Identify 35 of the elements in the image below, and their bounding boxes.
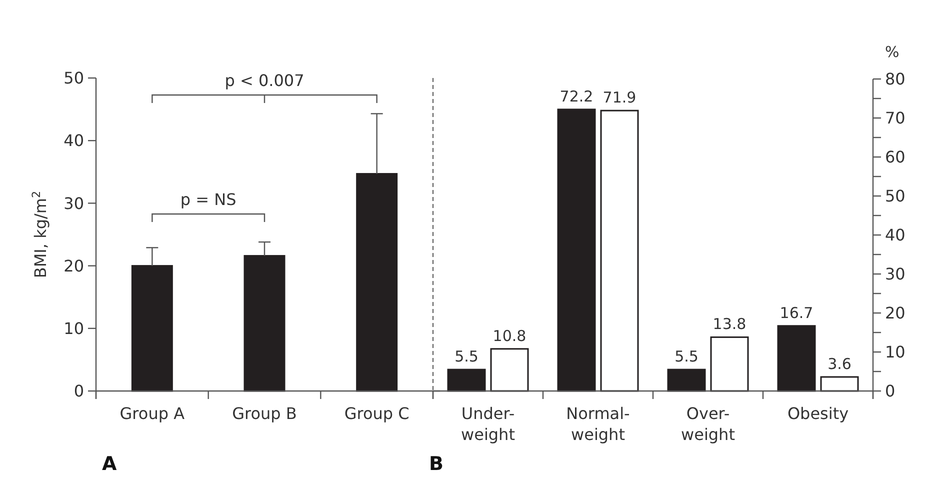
y-tick-label: 70 — [885, 108, 906, 128]
x-tick-label: Normal- weight — [566, 404, 630, 444]
x-tick-label: Obesity — [787, 404, 849, 423]
data-label: 5.5 — [674, 348, 698, 366]
y-tick-label: 40 — [64, 131, 84, 150]
y-tick-label: 40 — [885, 226, 906, 245]
data-label: 10.8 — [492, 326, 526, 345]
y-tick-label: 50 — [885, 186, 906, 206]
text: A — [102, 453, 117, 475]
annotation: p = NS — [180, 190, 236, 210]
y-tick-label: 50 — [64, 68, 84, 88]
data-label: 5.5 — [454, 348, 478, 366]
data-label: 16.7 — [780, 304, 814, 322]
y-tick-label: 20 — [885, 304, 906, 323]
data-label: 72.2 — [560, 87, 594, 106]
text: B — [429, 453, 444, 475]
y-tick-label: 10 — [885, 342, 906, 362]
data-label: 13.8 — [712, 315, 746, 334]
x-tick-label: Over- weight — [681, 404, 735, 444]
x-tick-label: Group B — [232, 404, 297, 423]
data-label: 71.9 — [602, 88, 636, 107]
x-tick-label: Group A — [120, 404, 185, 423]
x-tick-label: Group C — [344, 404, 410, 423]
x-tick-label: Under- weight — [461, 404, 515, 444]
data-label: 3.6 — [828, 354, 852, 373]
annotation: p < 0.007 — [224, 71, 304, 90]
y-axis-title: % — [885, 43, 900, 61]
y-tick-label: 0 — [74, 382, 84, 401]
y-tick-label: 30 — [64, 194, 84, 213]
y-tick-label: 0 — [885, 382, 896, 401]
y-tick-label: 10 — [64, 319, 84, 338]
y-tick-label: 60 — [885, 148, 906, 167]
y-tick-label: 80 — [885, 70, 906, 89]
y-tick-label: 20 — [64, 256, 84, 276]
y-tick-label: 30 — [885, 264, 906, 284]
